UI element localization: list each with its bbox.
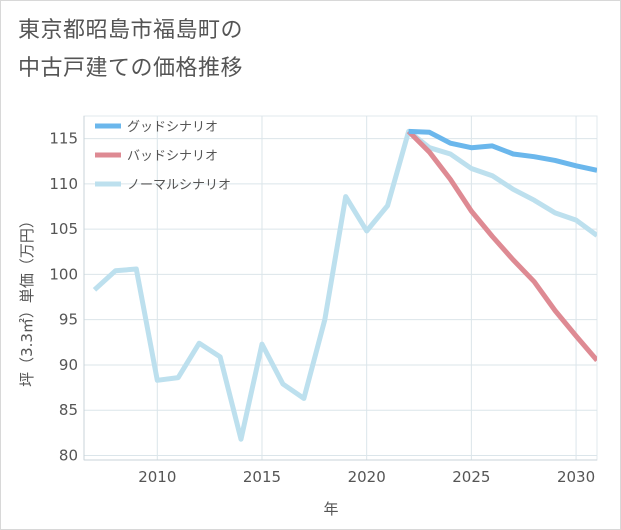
y-tick-label: 100 — [49, 265, 78, 283]
legend-label: グッドシナリオ — [127, 120, 218, 135]
series-line-2 — [406, 129, 597, 363]
x-tick-label: 2025 — [452, 468, 490, 486]
x-tick-label: 2020 — [348, 468, 386, 486]
y-tick-label: 110 — [49, 175, 78, 193]
x-tick-label: 2030 — [557, 468, 595, 486]
title-line-1: 東京都昭島市福島町の — [18, 18, 244, 43]
y-tick-label: 95 — [59, 311, 78, 329]
y-axis-title: 坪（3.3㎡）単価（万円） — [18, 213, 36, 387]
y-tick-labels: 80 85 90 95 100 105 110 115 — [49, 130, 78, 465]
series-line-1 — [408, 128, 597, 173]
x-tick-labels: 2010 2015 2020 2025 2030 — [138, 468, 595, 486]
x-tick-label: 2015 — [243, 468, 281, 486]
legend-label: バッドシナリオ — [127, 149, 218, 164]
x-tick-label: 2010 — [138, 468, 176, 486]
y-tick-label: 115 — [49, 130, 78, 148]
plot-area — [83, 115, 598, 461]
y-tick-label: 80 — [59, 446, 78, 464]
y-tick-label: 85 — [59, 401, 78, 419]
series-line-3 — [92, 128, 597, 442]
y-tick-label: 105 — [49, 220, 78, 238]
series-lines — [92, 128, 597, 442]
y-tick-label: 90 — [59, 356, 78, 374]
legend-label: ノーマルシナリオ — [127, 178, 231, 193]
title-line-2: 中古戸建ての価格推移 — [18, 56, 244, 81]
chart-title: 東京都昭島市福島町の 中古戸建ての価格推移 — [18, 12, 243, 88]
x-axis-title: 年 — [323, 500, 338, 518]
grid-lines — [83, 115, 598, 461]
